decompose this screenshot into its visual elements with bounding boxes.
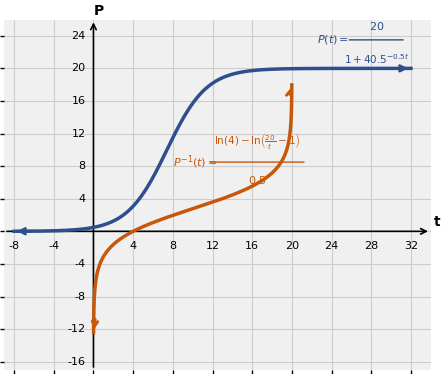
Text: 20: 20 bbox=[71, 63, 86, 73]
Text: 12: 12 bbox=[206, 241, 220, 251]
Text: 4: 4 bbox=[79, 194, 86, 204]
Text: $P^{-1}(t) =$: $P^{-1}(t) =$ bbox=[173, 153, 218, 171]
Text: 32: 32 bbox=[404, 241, 418, 251]
Text: -12: -12 bbox=[67, 324, 86, 334]
Text: -16: -16 bbox=[67, 357, 86, 367]
Text: -4: -4 bbox=[48, 241, 59, 251]
Text: P: P bbox=[93, 4, 103, 18]
Text: $0.5$: $0.5$ bbox=[248, 174, 266, 186]
Text: 4: 4 bbox=[130, 241, 137, 251]
Text: 24: 24 bbox=[71, 31, 86, 41]
Text: 28: 28 bbox=[364, 241, 378, 251]
Text: 12: 12 bbox=[71, 129, 86, 138]
Text: -8: -8 bbox=[8, 241, 20, 251]
Text: $20$: $20$ bbox=[369, 20, 384, 32]
Text: -4: -4 bbox=[75, 259, 86, 269]
Text: 8: 8 bbox=[169, 241, 176, 251]
Text: 8: 8 bbox=[79, 161, 86, 171]
Text: $1 + 40.5^{-0.5t}$: $1 + 40.5^{-0.5t}$ bbox=[344, 52, 409, 66]
Text: $\ln(4) - \ln\!\left(\frac{20}{t} - 1\right)$: $\ln(4) - \ln\!\left(\frac{20}{t} - 1\ri… bbox=[214, 132, 301, 151]
Text: 16: 16 bbox=[71, 96, 86, 106]
Text: -8: -8 bbox=[75, 291, 86, 301]
Text: t: t bbox=[434, 215, 440, 229]
Text: 20: 20 bbox=[285, 241, 299, 251]
Text: $P(t) =$: $P(t) =$ bbox=[317, 33, 349, 46]
Text: 24: 24 bbox=[325, 241, 339, 251]
Text: 16: 16 bbox=[245, 241, 259, 251]
